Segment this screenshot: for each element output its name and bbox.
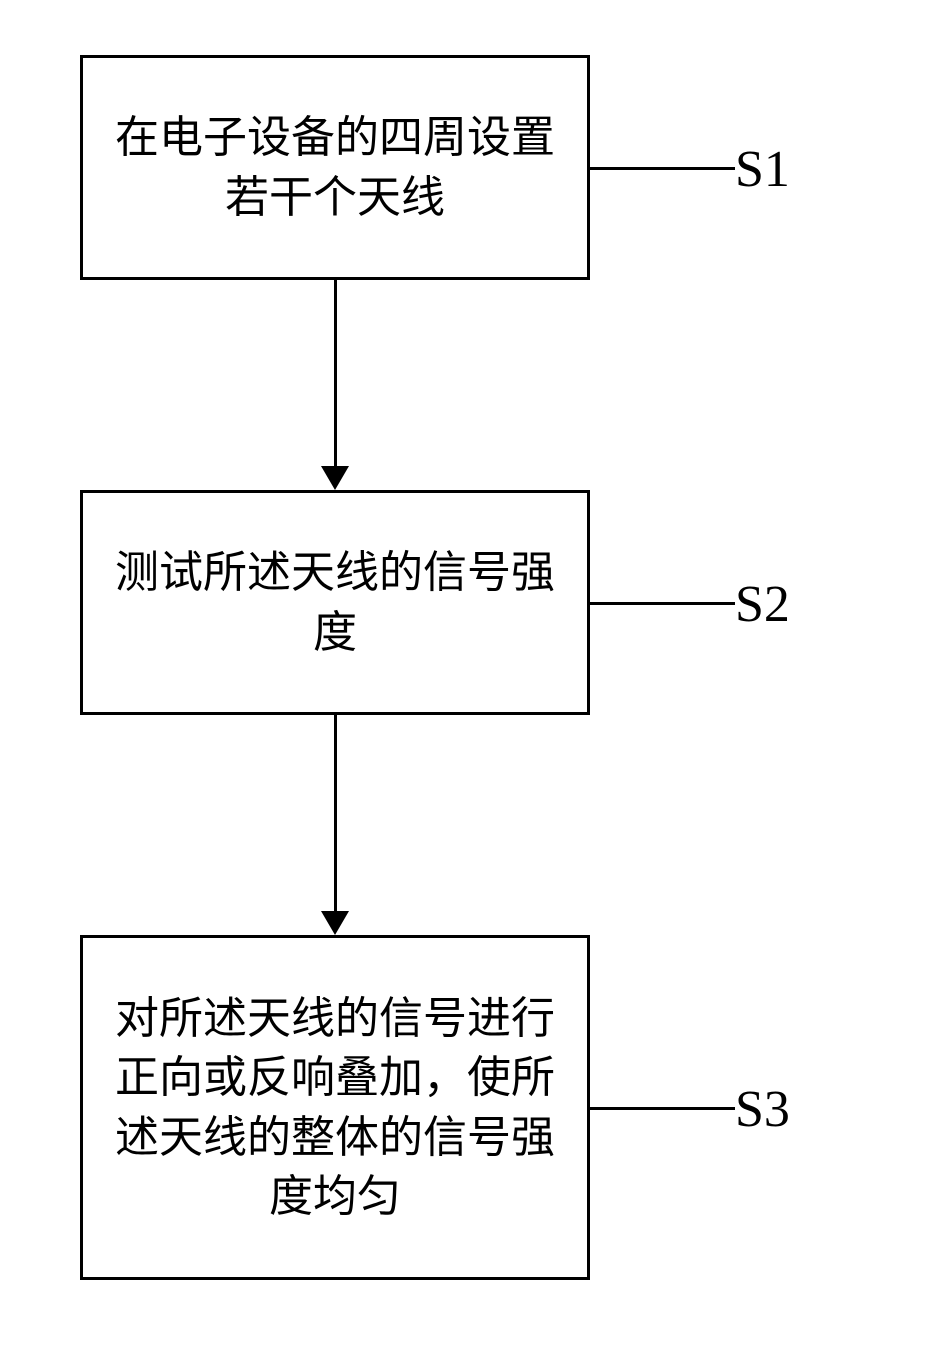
- step-label-s2: S2: [735, 575, 790, 634]
- step-label-s1: S1: [735, 140, 790, 199]
- flow-node-text: 在电子设备的四周设置 若干个天线: [97, 108, 573, 227]
- step-label-s3: S3: [735, 1080, 790, 1139]
- flowchart-canvas: 在电子设备的四周设置 若干个天线测试所述天线的信号强 度对所述天线的信号进行 正…: [0, 0, 925, 1345]
- flow-node-s2: 测试所述天线的信号强 度: [80, 490, 590, 715]
- arrow-shaft: [334, 280, 337, 466]
- flow-node-text: 对所述天线的信号进行 正向或反响叠加，使所 述天线的整体的信号强 度均匀: [97, 989, 573, 1227]
- flow-node-text: 测试所述天线的信号强 度: [97, 543, 573, 662]
- connector-line: [590, 602, 735, 605]
- flow-node-s1: 在电子设备的四周设置 若干个天线: [80, 55, 590, 280]
- arrowhead-down-icon: [321, 466, 349, 490]
- connector-line: [590, 167, 735, 170]
- arrow-shaft: [334, 715, 337, 911]
- connector-line: [590, 1107, 735, 1110]
- arrowhead-down-icon: [321, 911, 349, 935]
- flow-node-s3: 对所述天线的信号进行 正向或反响叠加，使所 述天线的整体的信号强 度均匀: [80, 935, 590, 1280]
